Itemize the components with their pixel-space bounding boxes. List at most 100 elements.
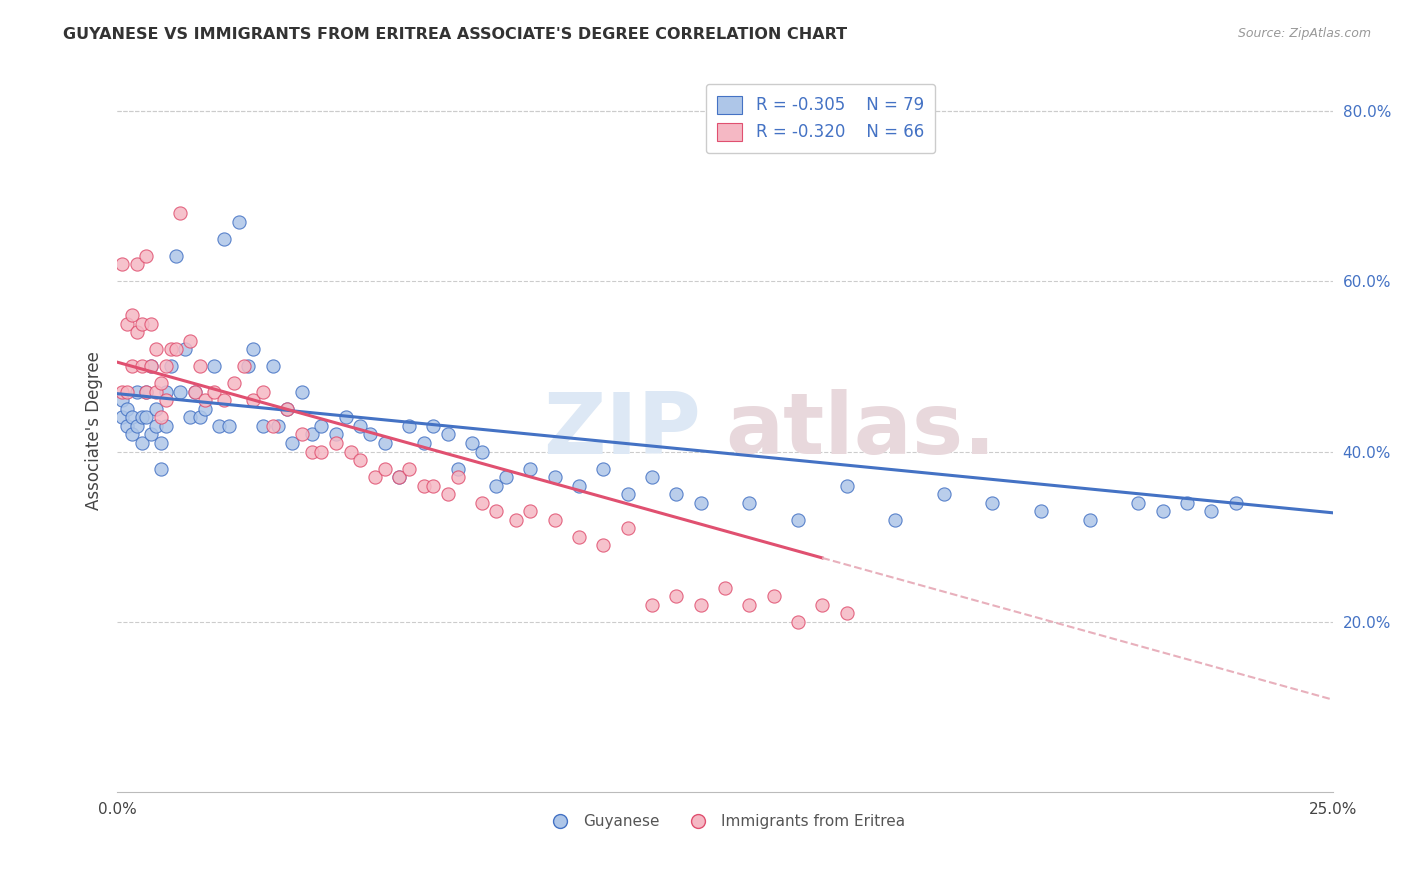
Point: [291, 427, 314, 442]
Text: atlas.: atlas.: [725, 389, 995, 472]
Point: [111, 410, 134, 425]
Text: ZIP: ZIP: [543, 389, 700, 472]
Point: [1029, 504, 1052, 518]
Point: [155, 393, 177, 408]
Point: [388, 470, 411, 484]
Point: [714, 581, 737, 595]
Point: [1128, 495, 1150, 509]
Point: [641, 470, 664, 484]
Point: [141, 427, 163, 442]
Point: [111, 393, 134, 408]
Point: [125, 257, 148, 271]
Text: Source: ZipAtlas.com: Source: ZipAtlas.com: [1237, 27, 1371, 40]
Legend: Guyanese, Immigrants from Eritrea: Guyanese, Immigrants from Eritrea: [538, 808, 911, 835]
Point: [169, 206, 191, 220]
Point: [179, 410, 201, 425]
Point: [787, 513, 810, 527]
Point: [141, 359, 163, 374]
Point: [641, 598, 664, 612]
Point: [266, 419, 288, 434]
Point: [519, 504, 541, 518]
Point: [125, 384, 148, 399]
Point: [738, 598, 761, 612]
Point: [325, 427, 347, 442]
Point: [471, 495, 494, 509]
Y-axis label: Associate's Degree: Associate's Degree: [86, 351, 103, 509]
Point: [135, 384, 157, 399]
Point: [125, 326, 148, 340]
Point: [228, 215, 250, 229]
Point: [179, 334, 201, 348]
Point: [1152, 504, 1174, 518]
Point: [291, 384, 314, 399]
Point: [149, 410, 172, 425]
Point: [787, 615, 810, 629]
Point: [145, 384, 167, 399]
Point: [276, 401, 298, 416]
Point: [121, 427, 143, 442]
Point: [242, 393, 264, 408]
Point: [689, 495, 711, 509]
Point: [208, 419, 231, 434]
Point: [1175, 495, 1198, 509]
Point: [232, 359, 254, 374]
Point: [568, 478, 591, 492]
Point: [184, 384, 207, 399]
Point: [665, 589, 688, 603]
Point: [471, 444, 494, 458]
Point: [194, 393, 217, 408]
Point: [568, 530, 591, 544]
Point: [125, 419, 148, 434]
Point: [111, 384, 134, 399]
Point: [359, 427, 381, 442]
Point: [262, 419, 284, 434]
Point: [135, 249, 157, 263]
Point: [111, 257, 134, 271]
Point: [169, 384, 191, 399]
Point: [1225, 495, 1247, 509]
Point: [1078, 513, 1101, 527]
Point: [495, 470, 517, 484]
Point: [811, 598, 834, 612]
Point: [212, 393, 235, 408]
Point: [412, 478, 434, 492]
Point: [115, 401, 138, 416]
Point: [544, 470, 567, 484]
Point: [204, 384, 226, 399]
Point: [165, 343, 187, 357]
Point: [835, 478, 858, 492]
Point: [981, 495, 1004, 509]
Point: [311, 419, 333, 434]
Point: [311, 444, 333, 458]
Point: [932, 487, 955, 501]
Point: [446, 470, 468, 484]
Point: [121, 410, 143, 425]
Point: [145, 401, 167, 416]
Point: [131, 317, 153, 331]
Point: [155, 419, 177, 434]
Point: [616, 487, 638, 501]
Point: [165, 249, 187, 263]
Point: [544, 513, 567, 527]
Point: [212, 232, 235, 246]
Point: [155, 359, 177, 374]
Point: [149, 461, 172, 475]
Point: [364, 470, 387, 484]
Point: [155, 384, 177, 399]
Point: [437, 427, 460, 442]
Point: [131, 436, 153, 450]
Point: [592, 538, 614, 552]
Point: [252, 419, 274, 434]
Point: [335, 410, 357, 425]
Point: [437, 487, 460, 501]
Point: [505, 513, 527, 527]
Point: [141, 359, 163, 374]
Point: [762, 589, 785, 603]
Point: [388, 470, 411, 484]
Point: [884, 513, 907, 527]
Point: [131, 359, 153, 374]
Point: [121, 309, 143, 323]
Point: [149, 376, 172, 391]
Point: [222, 376, 245, 391]
Point: [461, 436, 484, 450]
